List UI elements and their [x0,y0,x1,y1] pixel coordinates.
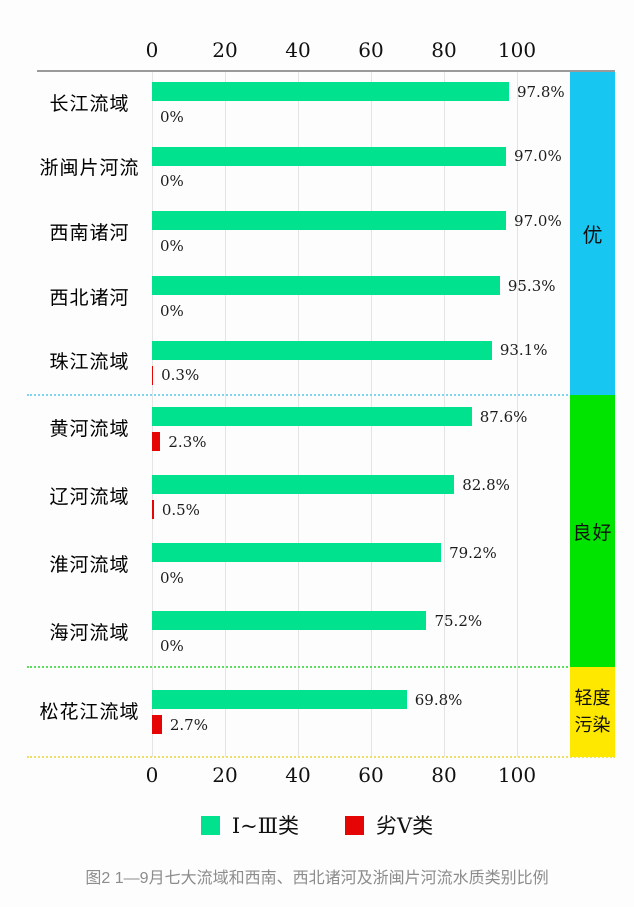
legend-label: 劣Ⅴ类 [375,814,434,838]
grade-label: 优 [582,223,603,247]
category-label: 淮河流域 [49,553,130,576]
separator-good-lightpollution [27,666,615,668]
sub-value-label: 0.5% [161,500,200,519]
grade-band-good: 良好 [570,395,615,667]
quality-grade-strip: 优 良好 轻度污染 [570,72,615,757]
sub-value-label: 0.3% [161,366,200,385]
grid-line [517,72,518,757]
top-axis-tick: 40 [285,38,311,62]
main-bar [152,211,507,231]
category-label: 海河流域 [49,621,130,644]
sub-bar [152,432,161,451]
section-light-pollution: 松花江流域 69.8% 2.7% [27,667,567,757]
sub-value-label: 2.7% [169,715,208,734]
top-axis-tick: 20 [212,38,238,62]
main-value-label: 97.0% [514,211,562,230]
main-bar [152,340,492,360]
bar-row: 浙闽片河流 97.0% 0% [27,137,567,202]
bar-row: 淮河流域 79.2% 0% [27,531,567,599]
legend-item-class1to3: Ⅰ~Ⅲ类 [200,810,299,840]
sub-value-label: 0% [160,568,184,587]
sub-value-label: 0% [160,301,184,320]
grade-band-excellent: 优 [570,72,615,395]
top-axis-line [37,70,615,72]
main-value-label: 97.0% [514,147,562,166]
bar-row: 海河流域 75.2% 0% [27,599,567,667]
main-value-label: 69.8% [414,690,463,709]
category-label: 黄河流域 [49,417,130,440]
separator-bottom [27,756,615,758]
sub-value-label: 2.3% [168,432,207,451]
main-bar [152,407,472,426]
main-bar [152,611,427,630]
figure-caption: 图2 1—9月七大流域和西南、西北诸河及浙闽片河流水质类别比例 [85,870,549,887]
bar-row: 长江流域 97.8% 0% [27,72,567,137]
sub-value-label: 0% [160,236,184,255]
main-bar [152,146,507,166]
bottom-axis-tick: 60 [358,763,384,787]
bottom-axis-tick: 20 [212,763,238,787]
bar-row: 西南诸河 97.0% 0% [27,201,567,266]
sub-bar [152,365,154,385]
grade-band-light-pollution: 轻度污染 [570,667,615,757]
main-value-label: 87.6% [479,407,528,426]
legend: Ⅰ~Ⅲ类 劣Ⅴ类 [0,810,634,840]
sub-value-label: 0% [160,636,184,655]
bar-row: 松花江流域 69.8% 2.7% [27,667,567,757]
bar-rows: 长江流域 97.8% 0% 浙闽片河流 97.0% 0% 西南诸河 97.0% … [27,72,567,757]
category-label: 松花江流域 [39,700,140,723]
main-value-label: 93.1% [499,341,548,360]
bottom-axis-tick: 40 [285,763,311,787]
main-bar [152,475,455,494]
sub-bar [152,715,162,734]
main-value-label: 97.8% [516,82,565,101]
main-value-label: 75.2% [434,611,483,630]
section-good: 黄河流域 87.6% 2.3% 辽河流域 82.8% 0.5% 淮河流域 79.… [27,395,567,667]
top-axis-tick: 100 [497,38,537,62]
main-bar [152,82,509,102]
bar-row: 珠江流域 93.1% 0.3% [27,330,567,395]
main-value-label: 95.3% [507,276,556,295]
top-axis-tick: 60 [358,38,384,62]
grade-label: 轻度污染 [574,688,611,736]
main-value-label: 79.2% [449,543,497,562]
bottom-axis-tick: 80 [431,763,457,787]
main-bar [152,690,407,709]
bar-row: 辽河流域 82.8% 0.5% [27,463,567,531]
sub-value-label: 0% [160,172,184,191]
top-axis-tick: 80 [431,38,457,62]
legend-label: Ⅰ~Ⅲ类 [231,814,299,838]
section-excellent: 长江流域 97.8% 0% 浙闽片河流 97.0% 0% 西南诸河 97.0% … [27,72,567,395]
category-label: 浙闽片河流 [39,157,140,180]
category-label: 西南诸河 [49,222,130,245]
top-axis-tick: 0 [145,38,159,62]
bottom-axis-tick: 0 [145,763,159,787]
sub-value-label: 0% [160,107,184,126]
main-bar [152,276,500,296]
separator-excellent-good [27,394,615,396]
bottom-axis-tick: 100 [497,763,537,787]
legend-item-worse-than-class5: 劣Ⅴ类 [344,810,434,840]
category-label: 长江流域 [49,92,130,115]
category-label: 珠江流域 [49,351,130,374]
sub-bar [152,500,154,519]
category-label: 辽河流域 [49,485,130,508]
legend-swatch-red-icon [344,815,364,835]
grade-label: 良好 [572,521,613,544]
main-value-label: 82.8% [462,475,510,494]
main-bar [152,543,442,562]
legend-swatch-green-icon [200,815,220,835]
bar-row: 西北诸河 95.3% 0% [27,266,567,331]
category-label: 西北诸河 [49,286,130,309]
bar-row: 黄河流域 87.6% 2.3% [27,395,567,463]
